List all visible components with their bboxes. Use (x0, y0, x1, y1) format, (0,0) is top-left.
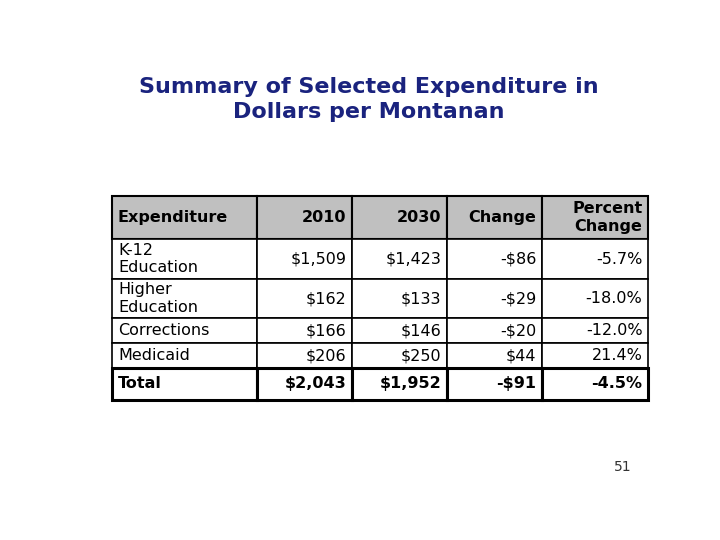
Bar (447, 319, 542, 343)
Bar (542, 279, 648, 319)
Text: 51: 51 (613, 461, 631, 474)
Bar (352, 239, 447, 279)
Text: $1,509: $1,509 (291, 252, 347, 267)
Text: Expenditure: Expenditure (118, 210, 228, 225)
Text: -12.0%: -12.0% (586, 323, 642, 339)
Text: 2030: 2030 (397, 210, 441, 225)
Bar (258, 196, 352, 239)
Text: K-12
Education: K-12 Education (118, 243, 198, 275)
Text: $2,043: $2,043 (285, 376, 347, 392)
Bar (258, 368, 352, 400)
Bar (352, 368, 447, 400)
Bar (447, 279, 542, 319)
Bar (447, 368, 542, 400)
Bar (542, 319, 648, 343)
Text: 2010: 2010 (302, 210, 347, 225)
Bar (112, 279, 258, 319)
Bar (258, 343, 352, 368)
Bar (352, 319, 447, 343)
Text: Percent
Change: Percent Change (572, 201, 642, 234)
Bar (352, 279, 447, 319)
Text: Medicaid: Medicaid (118, 348, 190, 363)
Text: Corrections: Corrections (118, 323, 210, 339)
Bar (447, 239, 542, 279)
Text: $44: $44 (506, 348, 536, 363)
Bar (112, 196, 258, 239)
Text: -18.0%: -18.0% (585, 291, 642, 306)
Bar (112, 319, 258, 343)
Bar (542, 368, 648, 400)
Text: $146: $146 (401, 323, 441, 339)
Text: $166: $166 (306, 323, 347, 339)
Bar (352, 196, 447, 239)
Text: $1,952: $1,952 (379, 376, 441, 392)
Text: $1,423: $1,423 (386, 252, 441, 267)
Bar (112, 343, 258, 368)
Text: Total: Total (118, 376, 162, 392)
Bar (112, 368, 258, 400)
Bar (352, 343, 447, 368)
Bar (258, 239, 352, 279)
Text: Change: Change (469, 210, 536, 225)
Text: $133: $133 (401, 291, 441, 306)
Text: $162: $162 (306, 291, 347, 306)
Text: -$86: -$86 (500, 252, 536, 267)
Text: $206: $206 (306, 348, 347, 363)
Bar (112, 239, 258, 279)
Text: Higher
Education: Higher Education (118, 282, 198, 315)
Text: -5.7%: -5.7% (596, 252, 642, 267)
Text: -$20: -$20 (500, 323, 536, 339)
Text: -$91: -$91 (496, 376, 536, 392)
Text: -$29: -$29 (500, 291, 536, 306)
Text: Summary of Selected Expenditure in
Dollars per Montanan: Summary of Selected Expenditure in Dolla… (139, 77, 599, 122)
Bar (447, 196, 542, 239)
Bar (542, 343, 648, 368)
Bar (258, 319, 352, 343)
Text: -4.5%: -4.5% (591, 376, 642, 392)
Text: 21.4%: 21.4% (592, 348, 642, 363)
Bar (542, 239, 648, 279)
Bar (447, 343, 542, 368)
Bar (542, 196, 648, 239)
Bar (258, 279, 352, 319)
Text: $250: $250 (401, 348, 441, 363)
